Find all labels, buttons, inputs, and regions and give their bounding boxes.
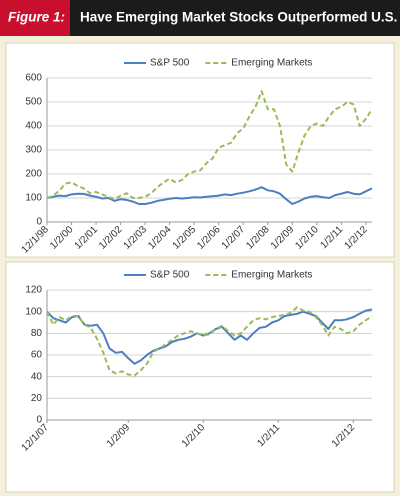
y-tick-label: 0 [36,415,42,426]
y-tick-label: 100 [25,193,42,204]
y-tick-label: 60 [31,350,43,361]
y-tick-label: 200 [25,169,42,180]
y-tick-label: 500 [25,97,42,108]
legend-label: S&P 500 [150,58,190,69]
legend-label: S&P 500 [150,270,190,281]
y-tick-label: 120 [25,285,42,296]
y-tick-label: 400 [25,121,42,132]
legend-label: Emerging Markets [231,270,312,281]
y-tick-label: 100 [25,306,42,317]
figure-title: Have Emerging Market Stocks Outperformed… [80,10,400,25]
y-tick-label: 20 [31,393,43,404]
y-tick-label: 300 [25,145,42,156]
series-line [46,186,373,205]
y-tick-label: 600 [25,73,42,84]
y-tick-label: 0 [36,217,42,228]
figure-label-box [0,0,70,36]
figure-label: Figure 1: [8,10,65,25]
legend-label: Emerging Markets [231,58,312,69]
y-tick-label: 40 [31,371,43,382]
y-tick-label: 80 [31,328,43,339]
